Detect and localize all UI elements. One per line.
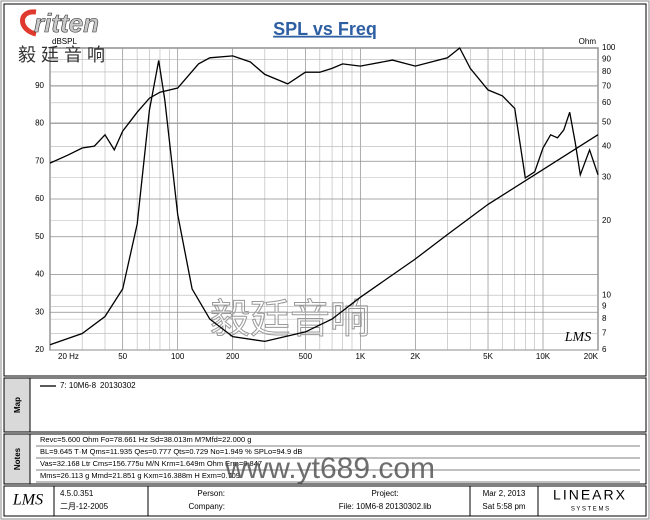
version: 4.5.0.351 — [60, 489, 94, 498]
company-label: Company: — [189, 502, 225, 511]
map-label: Map — [13, 397, 22, 413]
footer — [3, 485, 647, 517]
person-label: Person: — [197, 489, 225, 498]
y-tick-label: 40 — [35, 270, 44, 279]
y2-tick-label: 20 — [602, 216, 611, 225]
notes-side — [3, 433, 31, 485]
x-tick-label: 1K — [355, 352, 365, 361]
brand-sub: S Y S T E M S — [571, 507, 609, 513]
watermark-url: www.yt689.com — [224, 452, 435, 485]
x-tick-label: 20 Hz — [58, 352, 79, 361]
legend-date: 20130302 — [100, 381, 136, 390]
file-label: File: 10M6-8 20130302.lib — [339, 502, 432, 511]
y2-tick-label: 60 — [602, 98, 611, 107]
logo-swoosh — [20, 9, 37, 37]
note-line: BL=9.645 T·M Qms=11.935 Qes=0.777 Qts=0.… — [40, 447, 302, 456]
time: Sat 5:58 pm — [482, 502, 525, 511]
y2-tick-label: 8 — [602, 314, 607, 323]
plot-logo: LMS — [564, 330, 591, 345]
x-tick-label: 20K — [584, 352, 599, 361]
map-side — [3, 377, 31, 433]
y2-tick-label: 100 — [602, 43, 616, 52]
y2-tick-label: 6 — [602, 345, 607, 354]
y2-tick-label: 10 — [602, 290, 611, 299]
y-tick-label: 90 — [35, 81, 44, 90]
x-tick-label: 10K — [536, 352, 551, 361]
map-panel — [3, 377, 647, 433]
y-axis-label: dBSPL — [52, 37, 77, 46]
x-tick-label: 2K — [410, 352, 420, 361]
note-line: Revc=5.600 Ohm Fo=78.661 Hz Sd=38.013m M… — [40, 435, 251, 444]
watermark-chinese: 毅廷音响 — [210, 298, 370, 342]
notes: Revc=5.600 Ohm Fo=78.661 Hz Sd=38.013m M… — [36, 435, 640, 483]
x-tick-label: 500 — [299, 352, 313, 361]
y2-tick-label: 9 — [602, 302, 607, 311]
y2-tick-label: 50 — [602, 118, 611, 127]
x-tick-label: 5K — [483, 352, 493, 361]
y2-tick-label: 40 — [602, 141, 611, 150]
y2-tick-label: 80 — [602, 67, 611, 76]
date: Mar 2, 2013 — [483, 489, 526, 498]
legend-label: 7: 10M6-8 — [60, 381, 97, 390]
series-line — [49, 46, 599, 179]
build-date: 二月-12-2005 — [60, 502, 109, 511]
chart-title: SPL vs Freq — [273, 19, 377, 39]
x-tick-label: 200 — [226, 352, 240, 361]
note-line: Vas=32.168 Ltr Cms=156.775u M/N Krm=1.64… — [40, 459, 262, 468]
notes-panel — [3, 433, 647, 485]
logo-brand: ritten — [34, 8, 99, 38]
y2-tick-label: 70 — [602, 81, 611, 90]
y-tick-label: 50 — [35, 232, 44, 241]
brand: LINEARX — [553, 487, 627, 503]
y-tick-label: 60 — [35, 194, 44, 203]
x-tick-label: 50 — [118, 352, 127, 361]
y2-tick-label: 7 — [602, 329, 607, 338]
y2-tick-label: 90 — [602, 54, 611, 63]
y-tick-label: 70 — [35, 156, 44, 165]
y-tick-label: 80 — [35, 119, 44, 128]
y-tick-label: 20 — [35, 345, 44, 354]
logo-chinese: 毅 廷 音 响 — [18, 45, 105, 65]
project-label: Project: — [371, 489, 398, 498]
notes-label: Notes — [13, 447, 22, 470]
y2-tick-label: 30 — [602, 172, 611, 181]
grid — [49, 47, 599, 351]
y2-axis-label: Ohm — [579, 37, 597, 46]
note-line: Mms=26.113 g Mmd=21.851 g Kxm=16.388m H … — [40, 471, 240, 480]
series-line — [49, 60, 599, 346]
y-tick-label: 30 — [35, 307, 44, 316]
x-tick-label: 100 — [171, 352, 185, 361]
footer-logo: LMS — [12, 492, 43, 509]
